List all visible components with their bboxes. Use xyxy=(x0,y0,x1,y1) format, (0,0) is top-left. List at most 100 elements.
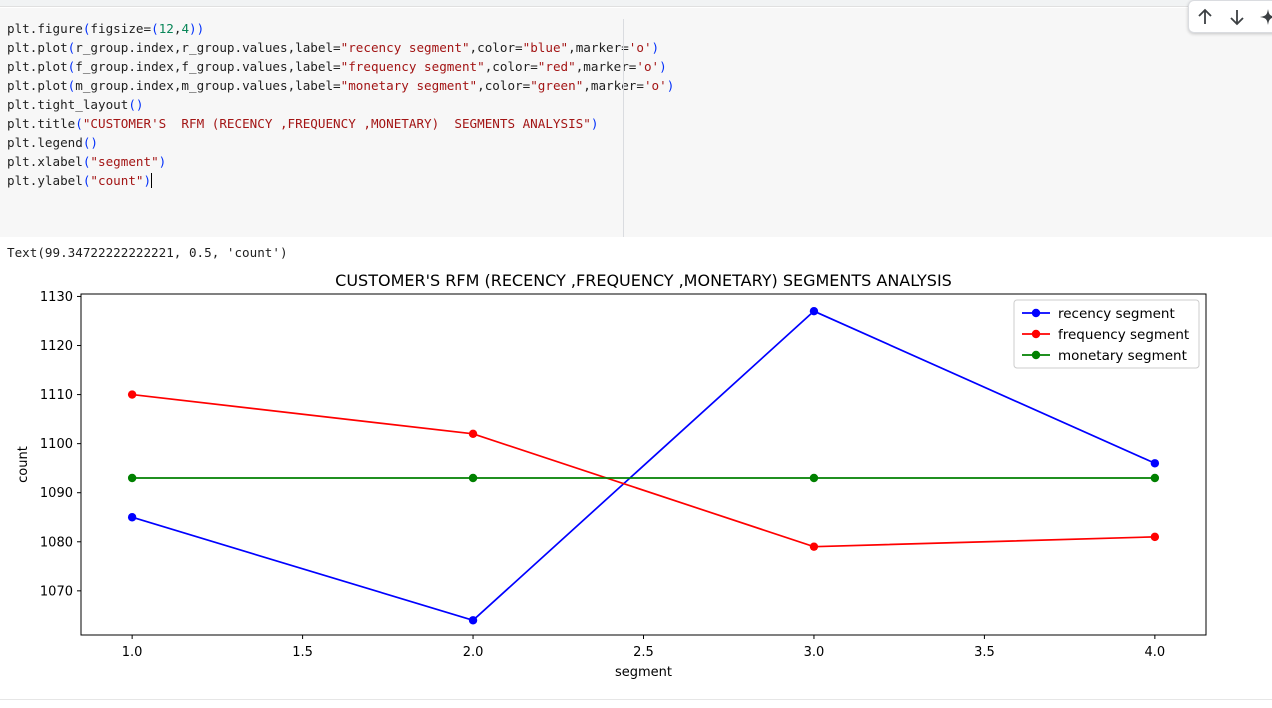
code-token: () xyxy=(82,135,98,150)
code-line: plt.plot(f_group.index,f_group.values,la… xyxy=(7,57,674,76)
code-token: ( xyxy=(82,173,91,188)
series-point xyxy=(809,306,819,316)
cell-toolbar xyxy=(1188,0,1272,33)
cell-separator xyxy=(0,0,1272,7)
ai-assist-button[interactable] xyxy=(1257,6,1272,28)
code-token: ) xyxy=(666,78,675,93)
code-line: plt.legend() xyxy=(7,133,674,152)
y-tick-label: 1080 xyxy=(40,535,73,550)
code-token: plt.plot xyxy=(7,78,68,93)
code-token: "segment" xyxy=(90,154,159,169)
code-token: "CUSTOMER'S RFM (RECENCY ,FREQUENCY ,MON… xyxy=(82,116,591,131)
code-token: ) xyxy=(158,154,167,169)
code-token: () xyxy=(128,97,144,112)
cell-bottom-border xyxy=(0,699,1272,700)
code-token: 'o' xyxy=(628,40,652,55)
code-cell[interactable]: plt.figure(figsize=(12,4)) plt.plot(r_gro… xyxy=(0,8,1272,237)
legend-label: recency segment xyxy=(1058,306,1175,322)
legend-label: monetary segment xyxy=(1058,348,1187,364)
code-token: ) xyxy=(143,173,152,188)
code-token: ( xyxy=(67,78,76,93)
arrow-down-icon xyxy=(1230,10,1244,26)
legend-label: frequency segment xyxy=(1058,327,1189,343)
series-point xyxy=(1150,473,1160,483)
series-point xyxy=(127,513,137,522)
code-token: ) xyxy=(659,59,667,74)
code-token: 'o' xyxy=(643,78,667,93)
x-tick-label: 4.0 xyxy=(1145,645,1166,660)
code-line: plt.xlabel("segment") xyxy=(7,152,674,171)
code-token: "blue" xyxy=(522,40,569,55)
sparkle-icon xyxy=(1260,9,1272,25)
code-token: ( xyxy=(75,116,83,131)
series-point xyxy=(1150,459,1160,468)
code-token: ) xyxy=(651,40,660,55)
y-tick-label: 1100 xyxy=(40,437,73,452)
code-line: plt.figure(figsize=(12,4)) xyxy=(7,19,674,38)
code-token: plt.legend xyxy=(7,135,83,150)
x-tick-label: 2.5 xyxy=(633,645,654,660)
legend-marker xyxy=(1031,350,1041,360)
y-tick-label: 1130 xyxy=(40,290,73,305)
code-token: r_group.index,r_group.values,label= xyxy=(75,40,341,55)
move-cell-up-button[interactable] xyxy=(1194,6,1216,28)
x-tick-label: 2.0 xyxy=(463,645,484,660)
code-line: plt.title("CUSTOMER'S RFM (RECENCY ,FREQ… xyxy=(7,114,674,133)
code-token: "green" xyxy=(530,78,584,93)
code-token: ( xyxy=(67,40,76,55)
code-token: "count" xyxy=(90,173,144,188)
series-point xyxy=(127,473,137,483)
y-tick-label: 1090 xyxy=(40,486,73,501)
code-token: plt.plot xyxy=(7,40,68,55)
legend-marker xyxy=(1031,308,1041,318)
series-point xyxy=(468,616,478,625)
code-line: plt.tight_layout() xyxy=(7,95,674,114)
code-token: ,color= xyxy=(484,59,538,74)
code-token: ( xyxy=(82,21,91,36)
arrow-up-icon xyxy=(1198,8,1212,24)
code-token: plt.plot xyxy=(7,59,68,74)
x-tick-label: 3.0 xyxy=(804,645,825,660)
code-editor[interactable]: plt.figure(figsize=(12,4)) plt.plot(r_gro… xyxy=(7,19,674,190)
move-cell-down-button[interactable] xyxy=(1226,6,1248,28)
x-tick-label: 3.5 xyxy=(974,645,995,660)
code-token: plt.ylabel xyxy=(7,173,83,188)
editor-ruler xyxy=(623,19,624,237)
code-token: ) xyxy=(590,116,599,131)
y-tick-label: 1120 xyxy=(40,339,73,354)
code-token: "red" xyxy=(537,59,576,74)
x-tick-label: 1.0 xyxy=(122,645,143,660)
series-point xyxy=(809,542,819,551)
code-token: figsize= xyxy=(90,21,152,36)
chart-title: CUSTOMER'S RFM (RECENCY ,FREQUENCY ,MONE… xyxy=(335,271,952,290)
code-token: plt.title xyxy=(7,116,76,131)
code-token: "monetary segment" xyxy=(340,78,478,93)
code-token: plt.tight_layout xyxy=(7,97,129,112)
text-cursor xyxy=(151,173,153,188)
code-token: 12 xyxy=(158,21,174,36)
series-line-1 xyxy=(132,393,1155,548)
code-token: ,color= xyxy=(469,40,523,55)
code-token: "recency segment" xyxy=(340,40,470,55)
code-token: m_group.index,m_group.values,label= xyxy=(75,78,341,93)
y-tick-label: 1070 xyxy=(40,584,73,599)
code-token: plt.xlabel xyxy=(7,154,83,169)
x-axis-label: segment xyxy=(615,665,672,680)
code-token: "frequency segment" xyxy=(340,59,485,74)
code-token: ( xyxy=(82,154,91,169)
code-token: 'o' xyxy=(636,59,660,74)
code-token: ,marker= xyxy=(568,40,629,55)
code-token: , xyxy=(173,21,182,36)
series-point xyxy=(127,390,137,399)
code-line: plt.ylabel("count") xyxy=(7,171,674,190)
code-token: )) xyxy=(189,21,205,36)
output-text: Text(99.34722222222221, 0.5, 'count') xyxy=(7,245,288,260)
code-token: 4 xyxy=(181,21,190,36)
series-point xyxy=(468,473,478,483)
series-point xyxy=(468,429,478,439)
code-token: ,marker= xyxy=(583,78,644,93)
code-token: ,marker= xyxy=(575,59,637,74)
series-point xyxy=(809,473,819,483)
code-line: plt.plot(m_group.index,m_group.values,la… xyxy=(7,76,674,95)
code-token: ,color= xyxy=(477,78,531,93)
